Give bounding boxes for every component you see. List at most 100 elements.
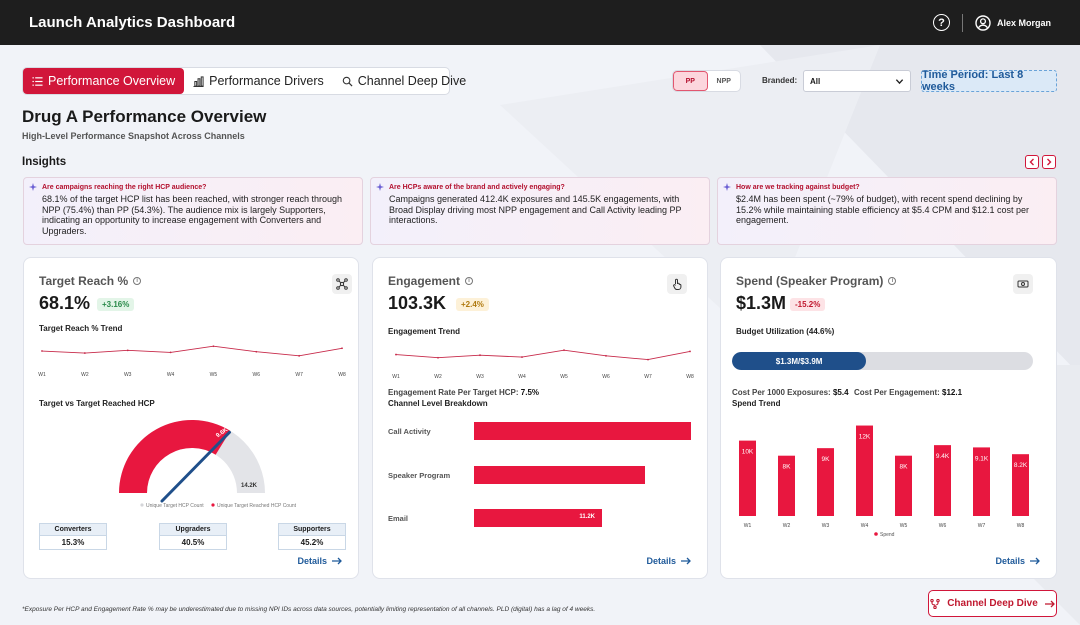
- x-tick-label: W4: [167, 372, 175, 378]
- arrow-right-icon: [1044, 600, 1055, 607]
- bar-value-label: 10K: [742, 449, 754, 456]
- trend-point: [647, 358, 649, 361]
- cta-label: Channel Deep Dive: [947, 598, 1038, 609]
- reach-trend-chart: W1 W2 W3 W4 W5 W6 W7 W8: [38, 345, 346, 378]
- kpi-value: 103.3K: [388, 293, 447, 313]
- user-icon: [975, 14, 991, 31]
- trend-point: [605, 354, 607, 357]
- bar-value-label: 8K: [783, 464, 792, 471]
- details-link[interactable]: Details: [297, 556, 342, 566]
- legend-marker: [211, 503, 215, 507]
- trend-point: [169, 351, 172, 354]
- card-title: Spend (Speaker Program): [736, 274, 884, 288]
- branded-value: All: [810, 76, 821, 86]
- trend-point: [521, 356, 523, 358]
- chevron-left-icon: [1029, 158, 1034, 166]
- tab-label: Performance Drivers: [209, 74, 324, 88]
- toggle-pp[interactable]: PP: [673, 71, 708, 91]
- fork-icon: [930, 598, 940, 609]
- x-tick-label: W2: [81, 372, 89, 378]
- next-button[interactable]: [1042, 155, 1056, 169]
- budget-bar: $1.3M/$3.9M: [732, 352, 1033, 370]
- channel-label: Call Activity: [388, 427, 431, 436]
- user-name: Alex Morgan: [996, 17, 1051, 28]
- tab-channel-deep-dive[interactable]: Channel Deep Dive: [333, 68, 475, 94]
- segment-value: 40.5%: [160, 536, 226, 549]
- spend-bar: [973, 447, 990, 516]
- bar-value-label: 9K: [822, 456, 831, 463]
- trend-line: [395, 349, 691, 361]
- branded-label: Branded:: [762, 76, 798, 85]
- x-tick-label: W2: [434, 374, 442, 380]
- bar-value-label: 12K: [859, 434, 871, 441]
- insight-question: How are we tracking against budget?: [736, 183, 860, 191]
- rate-value: 7.5%: [520, 388, 540, 397]
- tab-performance-drivers[interactable]: Performance Drivers: [184, 68, 333, 94]
- trend-title: Engagement Trend: [388, 327, 461, 336]
- sparkle-icon: [29, 183, 37, 191]
- legend-item: Unique Target HCP Count: [146, 503, 204, 509]
- prev-button[interactable]: [1025, 155, 1039, 169]
- info-icon[interactable]: i: [465, 277, 474, 285]
- breakdown-title: Channel Level Breakdown: [388, 399, 488, 408]
- money-icon: [1013, 274, 1033, 294]
- user-menu[interactable]: Alex Morgan: [975, 14, 1051, 31]
- gauge-total-label: 14.2K: [241, 483, 258, 489]
- insight-card: Are campaigns reaching the right HCP aud…: [23, 177, 363, 245]
- insights-nav: [1025, 155, 1056, 169]
- trend-point: [126, 349, 129, 352]
- target-reach-card: Target Reach % i 68.1% +3.16% Target Reac…: [23, 257, 359, 579]
- details-link[interactable]: Details: [646, 556, 691, 566]
- details-label: Details: [297, 556, 327, 566]
- info-icon[interactable]: i: [133, 277, 142, 285]
- legend-marker: [874, 532, 878, 536]
- channel-bar: 11.2K: [474, 509, 603, 527]
- branded-select[interactable]: All: [803, 70, 911, 92]
- x-tick-label: W4: [861, 523, 869, 529]
- insight-card: How are we tracking against budget? $2.4…: [717, 177, 1057, 245]
- x-tick-label: W1: [392, 374, 400, 380]
- tab-label: Performance Overview: [48, 74, 176, 88]
- spend-bar: [856, 425, 873, 516]
- pp-npp-toggle: PP NPP: [672, 70, 741, 92]
- engagement-rate: Engagement Rate Per Target HCP: 7.5%: [388, 388, 539, 397]
- tab-bar: Performance Overview Performance Drivers…: [22, 67, 466, 95]
- arrow-right-icon: [681, 557, 691, 565]
- tab-performance-overview[interactable]: Performance Overview: [23, 68, 185, 94]
- toggle-npp[interactable]: NPP: [716, 77, 731, 85]
- tab-label: Channel Deep Dive: [357, 74, 467, 88]
- cpm-label: Cost Per 1000 Exposures:: [732, 388, 831, 397]
- trend-point: [479, 354, 481, 357]
- details-link[interactable]: Details: [995, 556, 1040, 566]
- insight-answer: 68.1% of the target HCP list has been re…: [42, 194, 343, 236]
- spend-bar: [778, 455, 795, 516]
- time-period-filter[interactable]: Time Period: Last 8 weeks: [921, 69, 1057, 93]
- spend-card: Spend (Speaker Program) i $1.3M -15.2% Bu…: [720, 257, 1057, 579]
- info-icon[interactable]: i: [888, 277, 897, 285]
- spend-bar: [895, 455, 912, 516]
- search-icon: [342, 76, 353, 87]
- arrow-right-icon: [332, 557, 342, 565]
- rate-label: Engagement Rate Per Target HCP:: [388, 388, 519, 397]
- insight-question: Are HCPs aware of the brand and actively…: [389, 183, 565, 191]
- cpe-metric: Cost Per Engagement: $12.1: [854, 388, 962, 397]
- trend-title: Target Reach % Trend: [39, 324, 123, 333]
- channel-deep-dive-button[interactable]: Channel Deep Dive: [928, 590, 1057, 617]
- segment-label: Upgraders: [160, 524, 226, 536]
- trend-point: [563, 349, 565, 352]
- segment-value: 15.3%: [40, 536, 106, 549]
- spend-bar: [817, 448, 834, 516]
- delta-badge: -15.2%: [790, 298, 826, 311]
- details-label: Details: [646, 556, 676, 566]
- insights-title: Insights: [22, 156, 67, 168]
- x-tick-label: W1: [744, 523, 752, 529]
- spend-bar: [1012, 454, 1029, 516]
- help-icon[interactable]: ?: [932, 14, 950, 31]
- segment-upgraders: Upgraders 40.5%: [159, 523, 227, 550]
- engagement-card: Engagement i 103.3K +2.4% Engagement Tren…: [372, 257, 708, 579]
- insight-question: Are campaigns reaching the right HCP aud…: [42, 183, 207, 191]
- bar-value-label: 9.1K: [975, 455, 989, 462]
- cpm-metric: Cost Per 1000 Exposures: $5.4: [732, 388, 849, 397]
- insight-answer: Campaigns generated 412.4K exposures and…: [389, 194, 682, 225]
- cpe-value: $12.1: [942, 388, 963, 397]
